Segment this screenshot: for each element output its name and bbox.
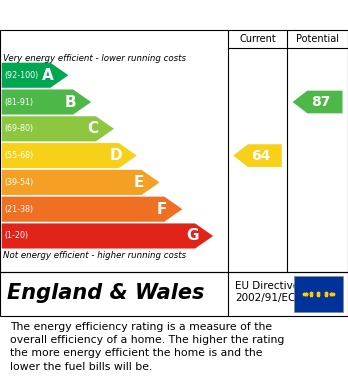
- Polygon shape: [293, 91, 342, 113]
- Text: (1-20): (1-20): [4, 231, 28, 240]
- Polygon shape: [2, 223, 213, 249]
- Text: (81-91): (81-91): [4, 97, 33, 106]
- Text: England & Wales: England & Wales: [7, 283, 204, 303]
- Text: Energy Efficiency Rating: Energy Efficiency Rating: [10, 6, 258, 24]
- Text: (69-80): (69-80): [4, 124, 33, 133]
- Text: EU Directive
2002/91/EC: EU Directive 2002/91/EC: [235, 281, 299, 303]
- Polygon shape: [2, 90, 91, 115]
- Text: The energy efficiency rating is a measure of the
overall efficiency of a home. T: The energy efficiency rating is a measur…: [10, 322, 285, 371]
- Text: F: F: [156, 202, 167, 217]
- Text: 87: 87: [311, 95, 331, 109]
- Text: 64: 64: [252, 149, 271, 163]
- Polygon shape: [2, 143, 137, 168]
- Text: E: E: [134, 175, 144, 190]
- Polygon shape: [233, 144, 282, 167]
- Text: G: G: [186, 228, 199, 244]
- Text: D: D: [110, 148, 122, 163]
- Bar: [294, 276, 343, 312]
- Text: A: A: [42, 68, 54, 83]
- Text: (92-100): (92-100): [4, 71, 38, 80]
- Polygon shape: [2, 63, 68, 88]
- Text: B: B: [64, 95, 76, 109]
- Text: (55-68): (55-68): [4, 151, 33, 160]
- Text: Potential: Potential: [296, 34, 339, 44]
- Text: Current: Current: [239, 34, 276, 44]
- Text: C: C: [88, 121, 99, 136]
- Polygon shape: [2, 197, 182, 222]
- Text: Very energy efficient - lower running costs: Very energy efficient - lower running co…: [3, 54, 187, 63]
- Text: (39-54): (39-54): [4, 178, 33, 187]
- Polygon shape: [2, 116, 114, 142]
- Text: (21-38): (21-38): [4, 204, 33, 214]
- Text: Not energy efficient - higher running costs: Not energy efficient - higher running co…: [3, 251, 187, 260]
- Polygon shape: [2, 170, 159, 195]
